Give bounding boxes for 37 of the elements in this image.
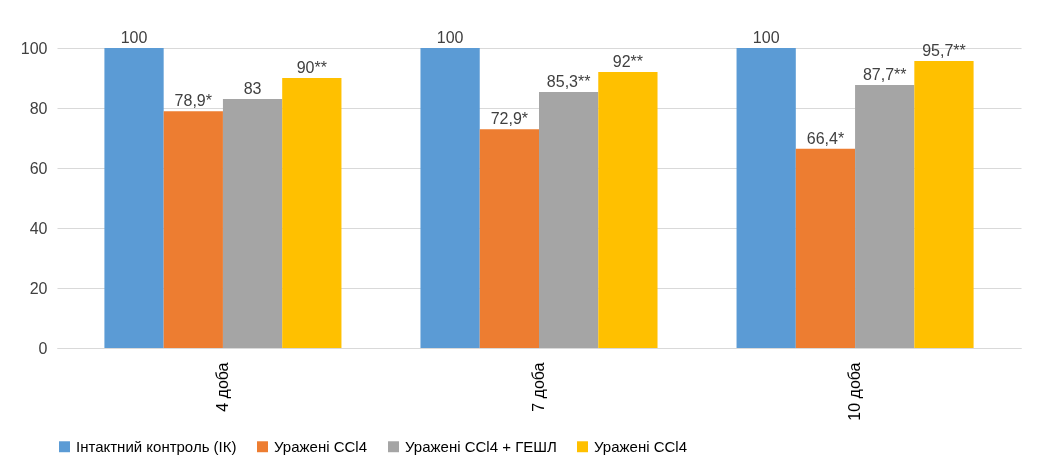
legend-label: Уражені CCl4 [274, 437, 368, 455]
bar [420, 48, 480, 348]
data-label: 72,9* [490, 110, 529, 128]
bar [282, 78, 342, 348]
data-label: 95,7** [922, 41, 966, 59]
bar [222, 99, 283, 348]
y-tick-label: 20 [29, 279, 48, 297]
data-label: 100 [436, 29, 464, 46]
data-label: 100 [752, 29, 780, 46]
y-tick-label: 100 [20, 39, 48, 57]
bar [104, 48, 164, 348]
bar [795, 148, 856, 348]
x-tick-label: 4 доба [213, 362, 231, 412]
bar [479, 129, 539, 348]
legend-label: Інтактний контроль (ІК) [76, 437, 237, 455]
data-label: 83 [243, 80, 262, 97]
y-tick-label: 60 [29, 159, 48, 177]
bar [539, 92, 599, 348]
data-label: 100 [120, 29, 148, 46]
data-label: 66,4* [806, 129, 845, 147]
bar [163, 111, 223, 348]
data-label: 92** [612, 53, 644, 70]
x-tick-label: 10 доба [846, 362, 864, 421]
y-tick-label: 40 [29, 219, 48, 237]
y-tick-label: 80 [29, 99, 48, 117]
data-label: 87,7** [862, 65, 907, 83]
data-label: 90** [296, 59, 327, 76]
data-label: 78,9* [174, 92, 212, 110]
bar [855, 84, 915, 348]
bar [736, 48, 796, 348]
legend-label: Уражені CCl4 [594, 437, 688, 455]
bar [914, 60, 974, 348]
legend-label: Уражені CCl4 + ГЕШЛ [405, 437, 557, 455]
bar [598, 72, 658, 348]
y-tick-label: 0 [38, 339, 48, 357]
x-tick-label: 7 доба [530, 362, 547, 412]
data-label: 85,3** [546, 73, 591, 91]
